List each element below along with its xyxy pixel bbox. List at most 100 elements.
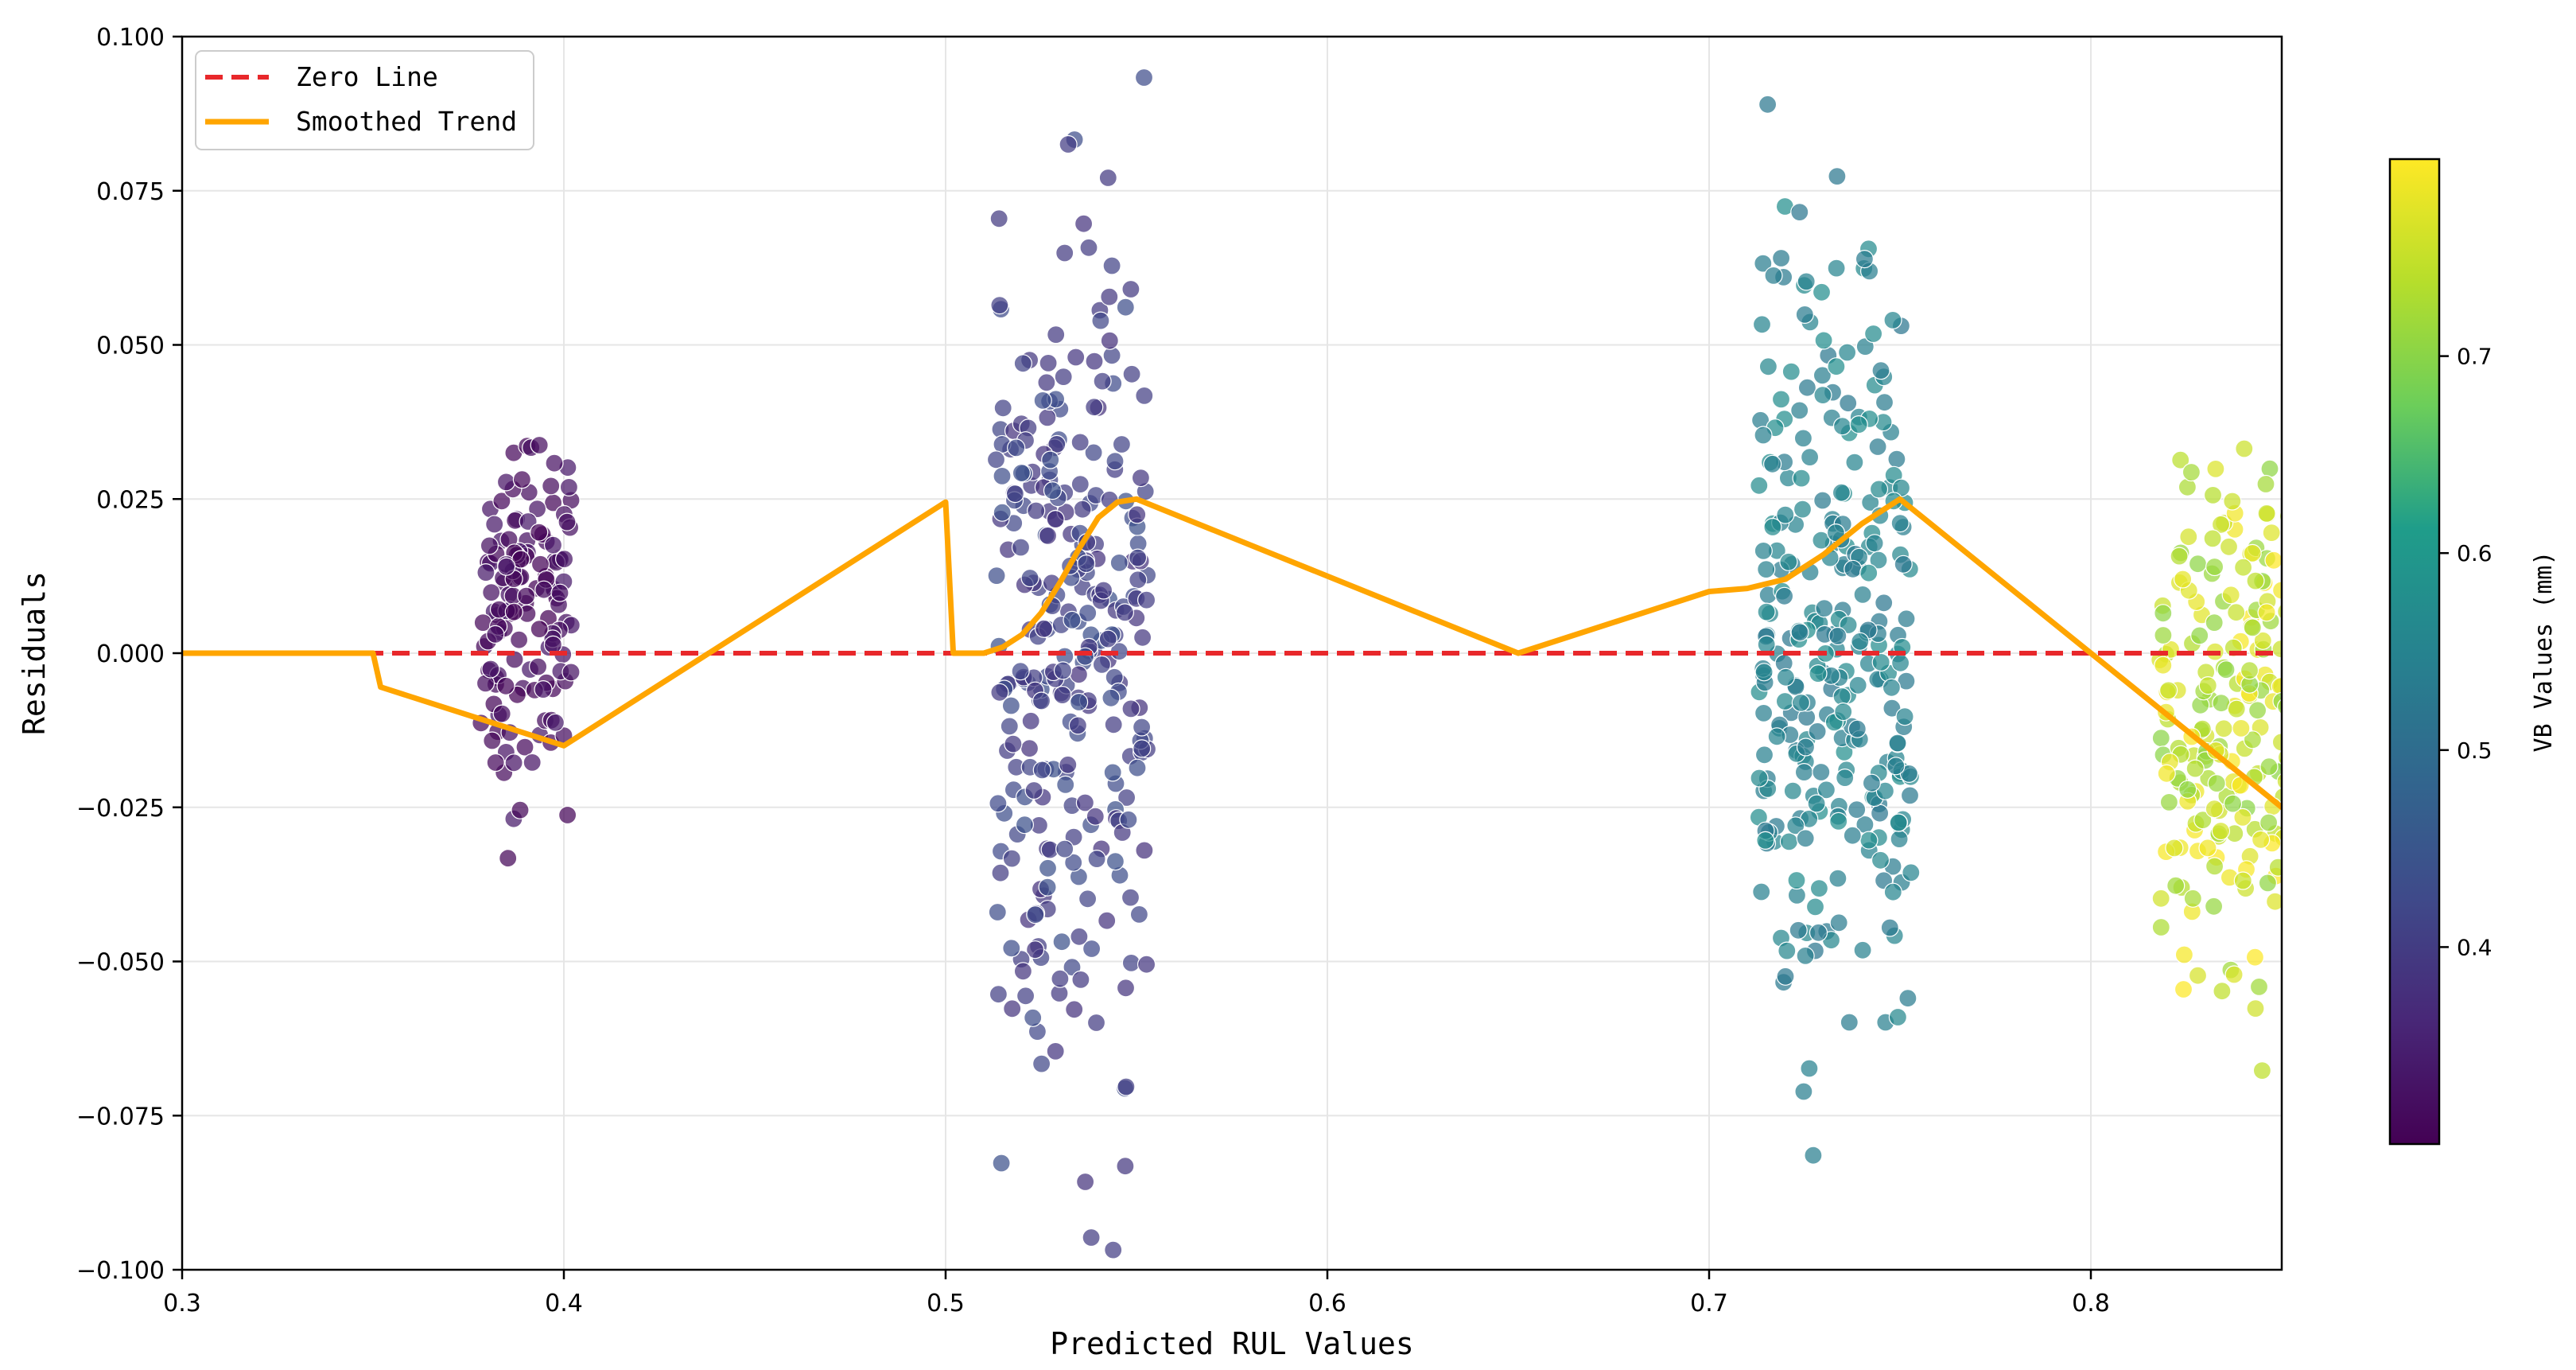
scatter-point	[2183, 889, 2202, 908]
scatter-point	[2213, 982, 2232, 1001]
scatter-point	[993, 399, 1012, 418]
scatter-point	[1091, 311, 1110, 330]
scatter-point	[1840, 1013, 1859, 1032]
scatter-point	[1862, 773, 1881, 792]
scatter-point	[2179, 527, 2198, 547]
scatter-point	[1809, 878, 1828, 898]
scatter-point	[483, 731, 502, 750]
scatter-point	[1024, 780, 1043, 800]
scatter-point	[1869, 551, 1888, 570]
scatter-point	[2302, 788, 2320, 806]
scatter-point	[990, 296, 1009, 315]
scatter-point	[2290, 645, 2307, 663]
scatter-point	[1075, 1172, 1095, 1192]
scatter-point	[2205, 857, 2224, 876]
scatter-point	[1136, 955, 1156, 974]
scatter-point	[1861, 492, 1880, 512]
scatter-point	[2298, 799, 2316, 816]
scatter-point	[1116, 979, 1136, 998]
scatter-point	[2165, 839, 2184, 858]
scatter-point	[1026, 905, 1045, 924]
scatter-point	[2283, 586, 2301, 604]
legend-zero-line-label: Zero Line	[296, 61, 438, 92]
scatter-point	[492, 492, 511, 511]
scatter-point	[1890, 829, 1909, 849]
scatter-point	[2170, 547, 2189, 566]
scatter-point	[2301, 860, 2318, 878]
scatter-point	[2294, 562, 2312, 579]
scatter-point	[1102, 688, 1121, 707]
colorbar-tick-label: 0.4	[2457, 934, 2492, 960]
scatter-point	[1047, 434, 1067, 454]
scatter-point	[1013, 962, 1033, 981]
scatter-point	[1886, 757, 1906, 776]
scatter-point	[1046, 509, 1065, 529]
scatter-point	[1853, 585, 1872, 605]
scatter-point	[1075, 647, 1095, 666]
scatter-point	[1016, 987, 1035, 1006]
scatter-point	[1104, 715, 1123, 734]
scatter-point	[558, 805, 577, 825]
scatter-point	[1094, 581, 1113, 600]
scatter-point	[1012, 463, 1032, 483]
x-axis-label: Predicted RUL Values	[1050, 1326, 1414, 1361]
scatter-point	[1790, 203, 1809, 222]
scatter-point	[2233, 871, 2252, 890]
scatter-point	[1875, 393, 1894, 412]
scatter-point	[1056, 775, 1075, 795]
scatter-point	[1812, 282, 1832, 302]
scatter-point	[1834, 702, 1853, 722]
scatter-point	[1778, 941, 1797, 960]
scatter-point	[2205, 613, 2224, 632]
scatter-point	[1128, 505, 1147, 524]
scatter-point	[1129, 570, 1148, 590]
scatter-point	[1775, 691, 1794, 711]
scatter-point	[511, 800, 530, 819]
x-tick-label: 0.8	[2072, 1290, 2110, 1317]
scatter-point	[530, 435, 549, 455]
scatter-point	[1776, 667, 1795, 687]
scatter-point	[2259, 813, 2279, 832]
scatter-point	[1875, 781, 1894, 800]
scatter-point	[1075, 793, 1095, 812]
scatter-point	[1789, 920, 1808, 940]
scatter-point	[1104, 1240, 1123, 1259]
smoothed-trend-line	[182, 496, 2282, 811]
scatter-point	[1074, 214, 1094, 233]
scatter-point	[2223, 794, 2243, 813]
legend-box	[195, 50, 534, 150]
scatter-point	[2276, 773, 2282, 790]
scatter-point	[1888, 734, 1907, 753]
scatter-point	[1117, 788, 1136, 808]
scatter-point	[1868, 437, 1887, 457]
scatter-point	[2211, 515, 2231, 534]
scatter-point	[2300, 500, 2318, 518]
scatter-point	[2302, 421, 2320, 438]
scatter-point	[2188, 966, 2208, 985]
scatter-point	[1000, 717, 1019, 736]
scatter-point	[1865, 534, 1884, 553]
scatter-point	[546, 713, 565, 732]
scatter-point	[1065, 1000, 1084, 1019]
scatter-point	[1790, 623, 1809, 642]
scatter-point	[1004, 734, 1023, 753]
scatter-point	[1037, 373, 1056, 392]
scatter-point	[1781, 362, 1801, 381]
scatter-point	[1064, 853, 1083, 872]
scatter-point	[1085, 398, 1104, 417]
scatter-point	[1078, 889, 1098, 909]
scatter-point	[1105, 452, 1125, 471]
scatter-point	[2288, 882, 2306, 900]
scatter-point	[2246, 998, 2265, 1018]
scatter-point	[2298, 381, 2315, 399]
scatter-point	[1001, 696, 1021, 715]
scatter-point	[2234, 558, 2253, 577]
scatter-point	[1779, 832, 1799, 851]
scatter-point	[2257, 504, 2276, 523]
scatter-point	[1135, 386, 1154, 405]
scatter-point	[2243, 543, 2262, 563]
scatter-point	[2283, 642, 2300, 660]
scatter-point	[482, 582, 501, 602]
scatter-point	[2214, 719, 2233, 738]
